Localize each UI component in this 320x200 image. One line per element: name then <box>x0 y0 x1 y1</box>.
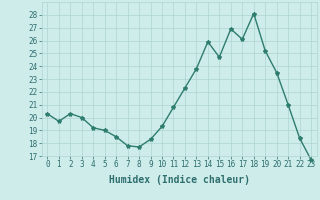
X-axis label: Humidex (Indice chaleur): Humidex (Indice chaleur) <box>109 175 250 185</box>
